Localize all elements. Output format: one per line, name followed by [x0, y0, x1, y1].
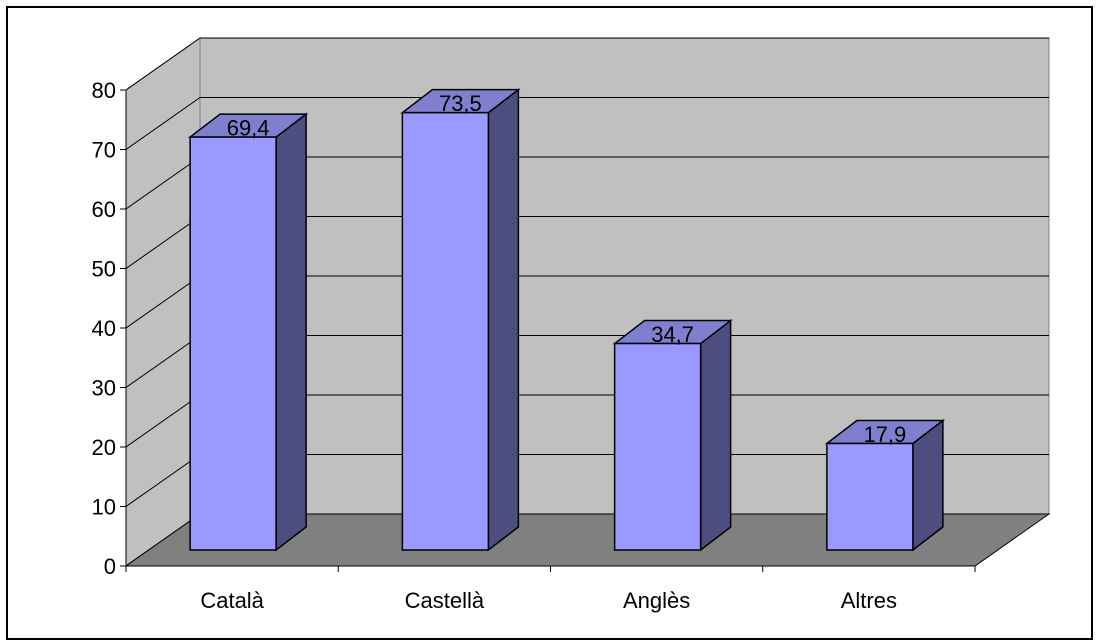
gridline-side — [125, 156, 201, 210]
bar-side-0 — [275, 112, 307, 552]
y-tick-label: 60 — [92, 197, 116, 222]
gridline-side — [125, 37, 201, 91]
gridline-side — [125, 275, 201, 329]
gridline-side — [125, 454, 201, 507]
bar-3 — [826, 442, 914, 551]
data-label: 17,9 — [863, 422, 906, 447]
bar-side-1 — [487, 88, 520, 552]
bar-2 — [613, 342, 702, 551]
gridline-side — [125, 394, 201, 448]
gridline-side — [125, 335, 201, 388]
bar-side-2 — [699, 319, 732, 552]
x-tick-label: Anglès — [623, 588, 690, 613]
y-tick-label: 30 — [92, 376, 116, 401]
y-tick-label: 50 — [92, 257, 116, 282]
gridline-side — [125, 97, 201, 150]
x-tick-label: Català — [200, 588, 264, 613]
y-tick-label: 20 — [92, 435, 116, 460]
x-tick-label: Altres — [841, 588, 897, 613]
data-label: 73,5 — [439, 91, 482, 116]
y-tick-label: 0 — [104, 554, 116, 579]
bar-1 — [401, 111, 490, 551]
bar-0 — [189, 136, 277, 551]
data-label: 34,7 — [651, 322, 694, 347]
y-tick-label: 40 — [92, 316, 116, 341]
y-tick-label: 10 — [92, 495, 116, 520]
data-label: 69,4 — [227, 116, 270, 141]
y-tick-label: 70 — [92, 138, 116, 163]
gridline-side — [125, 216, 201, 269]
y-tick-label: 80 — [92, 78, 116, 103]
x-tick-label: Castellà — [405, 588, 485, 613]
